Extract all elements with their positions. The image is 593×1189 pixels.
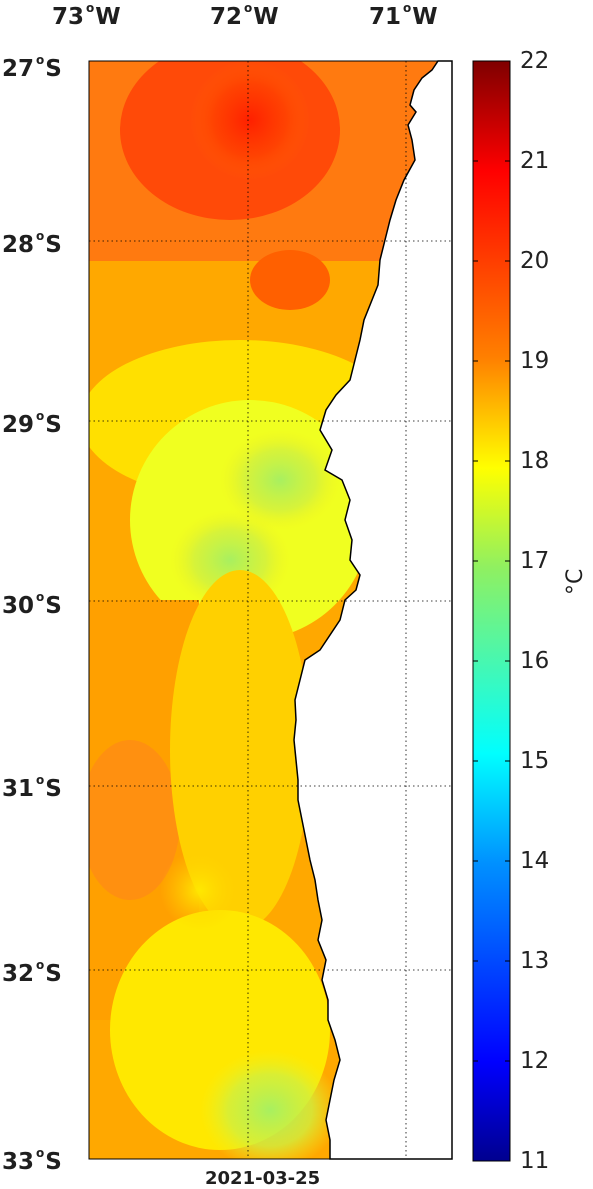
- colorbar-tick-label: 15: [520, 748, 550, 774]
- lat-label-29s: 29 oS: [2, 409, 62, 438]
- lat-label-28s: 28 oS: [2, 229, 62, 258]
- colorbar-tick-label: 22: [520, 48, 550, 74]
- lat-label-32s: 32 oS: [2, 958, 62, 987]
- colorbar-tick-marks: [473, 160, 510, 1062]
- colorbar-tick-label: 11: [520, 1148, 550, 1174]
- gridlines: [89, 61, 452, 1159]
- colorbar-tick-label: 21: [520, 148, 550, 174]
- land-mass: [293, 60, 453, 1160]
- lat-label-27s: 27 oS: [2, 53, 62, 82]
- colorbar-tick-label: 14: [520, 848, 550, 874]
- lon-label-71w: 71 oW: [369, 1, 438, 30]
- colorbar: [472, 60, 511, 1162]
- colorbar-tick-label: 18: [520, 448, 550, 474]
- colorbar-tick-label: 19: [520, 348, 550, 374]
- colorbar-tick-label: 16: [520, 648, 550, 674]
- colorbar-tick-label: 20: [520, 248, 550, 274]
- lon-label-72w: 72 oW: [210, 1, 279, 30]
- date-label: 2021-03-25: [205, 1168, 321, 1189]
- colorbar-tick-label: 12: [520, 1048, 550, 1074]
- map-frame: [88, 60, 453, 1160]
- lat-label-33s: 33 oS: [2, 1146, 62, 1175]
- colorbar-tick-label: 17: [520, 548, 550, 574]
- lat-label-30s: 30 oS: [2, 590, 62, 619]
- colorbar-tick-label: 13: [520, 948, 550, 974]
- lat-label-31s: 31 oS: [2, 773, 62, 802]
- lon-label-73w: 73 oW: [52, 1, 121, 30]
- colorbar-unit-label: °C: [563, 568, 588, 595]
